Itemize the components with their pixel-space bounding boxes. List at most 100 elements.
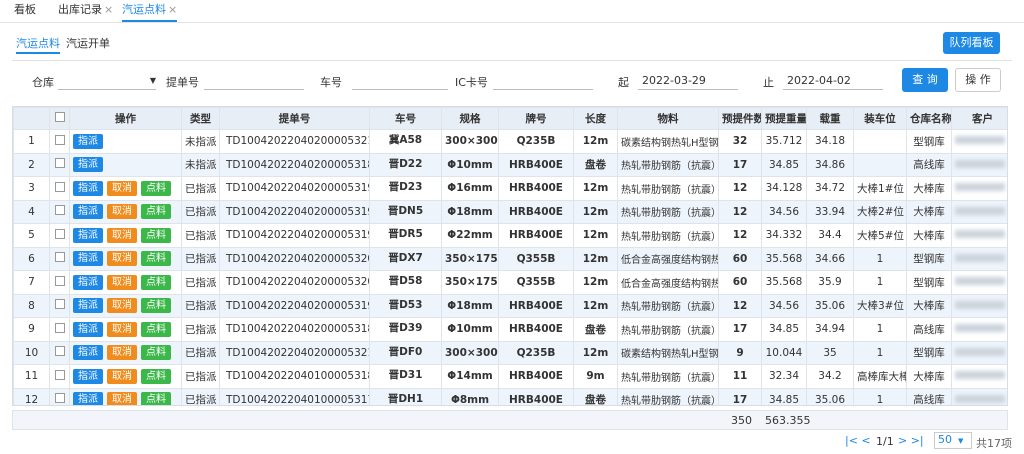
tab[interactable]: 出库记录 ×	[58, 3, 114, 16]
checkbox[interactable]	[54, 369, 65, 380]
cell-text: HRB400E	[509, 393, 563, 406]
queue-button[interactable]: 队列看板	[943, 32, 1000, 54]
action-button[interactable]: 取消	[107, 180, 137, 196]
action-button[interactable]: 指派	[73, 298, 103, 314]
checkbox[interactable]	[54, 252, 65, 263]
checkbox[interactable]	[54, 346, 65, 357]
table-cell: TD1004202204020000531878	[219, 317, 370, 342]
action-button[interactable]: 点料	[141, 368, 171, 384]
checkbox[interactable]	[54, 158, 65, 169]
action-button[interactable]: 点料	[141, 204, 171, 220]
cell-text: 未指派	[185, 159, 217, 172]
table-cell: 17	[718, 317, 762, 342]
pager-arrows[interactable]: |< <	[845, 434, 871, 447]
checkbox[interactable]	[54, 181, 65, 192]
tab[interactable]: 看板	[14, 3, 36, 16]
action-button[interactable]: 指派	[73, 345, 103, 361]
table-row: 12指派取消点料已指派TD1004202204010000531769晋DH1Φ…	[13, 387, 1007, 406]
action-button[interactable]: 点料	[141, 180, 171, 196]
table-cell: 热轧带肋钢筋（抗震）	[617, 199, 719, 224]
table-cell	[49, 293, 70, 318]
checkbox[interactable]	[54, 275, 65, 286]
action-button[interactable]: 取消	[107, 251, 137, 267]
search-button[interactable]: 查 询	[902, 68, 948, 92]
column-header: 操作	[69, 107, 182, 130]
page-indicator: 1/1	[876, 435, 894, 448]
table-cell: 热轧带肋钢筋（抗震）	[617, 223, 719, 248]
table-cell: 盘卷	[573, 387, 618, 405]
pager-arrows[interactable]: > >|	[898, 434, 924, 447]
card-input[interactable]	[493, 72, 593, 90]
subtab[interactable]: 汽运开单	[66, 37, 110, 50]
table-cell	[49, 223, 70, 248]
cell-text: 12m	[582, 276, 609, 289]
action-button[interactable]: 指派	[73, 274, 103, 290]
start-date[interactable]: 2022-03-29	[638, 72, 738, 90]
action-button[interactable]: 取消	[107, 227, 137, 243]
checkbox[interactable]	[54, 322, 65, 333]
cell-text: HRB400E	[509, 370, 563, 383]
action-button[interactable]: 指派	[73, 157, 103, 173]
action-button[interactable]: 指派	[73, 180, 103, 196]
action-button[interactable]: 指派	[73, 133, 103, 149]
checkbox[interactable]	[54, 299, 65, 310]
action-button[interactable]: 点料	[141, 321, 171, 337]
table-cell: TD1004202204020000531990	[219, 176, 370, 201]
operate-button[interactable]: 操 作	[955, 68, 1001, 92]
table-cell: 指派 取消 点料	[69, 176, 182, 201]
column-header	[13, 107, 50, 130]
column-header: 预提重量	[761, 107, 807, 130]
action-button[interactable]: 点料	[141, 251, 171, 267]
action-button[interactable]: 取消	[107, 274, 137, 290]
action-button[interactable]: 取消	[107, 298, 137, 314]
subtab[interactable]: 汽运点料	[16, 34, 60, 54]
action-button[interactable]: 指派	[73, 204, 103, 220]
table-cell: 6	[13, 246, 50, 271]
action-button[interactable]: 取消	[107, 368, 137, 384]
action-button[interactable]: 点料	[141, 298, 171, 314]
table-cell: 10.044	[761, 340, 807, 365]
action-button[interactable]: 点料	[141, 345, 171, 361]
table-cell: 35.06	[806, 293, 854, 318]
table-cell: 指派	[69, 152, 182, 177]
action-button[interactable]: 点料	[141, 274, 171, 290]
table-cell: 指派	[69, 129, 182, 154]
checkbox[interactable]	[54, 228, 65, 239]
cell-text: 晋DH1	[387, 392, 424, 405]
action-button[interactable]: 取消	[107, 345, 137, 361]
car-input[interactable]	[352, 72, 448, 90]
table-cell: 高棒库大棒	[853, 364, 907, 389]
action-button[interactable]: 指派	[73, 321, 103, 337]
action-button[interactable]: 取消	[107, 204, 137, 220]
action-button[interactable]: 指派	[73, 368, 103, 384]
cell-text: 已指派	[185, 276, 217, 289]
action-button[interactable]: 取消	[107, 321, 137, 337]
checkbox[interactable]	[54, 112, 65, 122]
table-cell: 7	[13, 270, 50, 295]
checkbox[interactable]	[54, 205, 65, 216]
cell-text: 34.4	[818, 229, 842, 242]
table-cell: 未指派	[181, 152, 220, 177]
cell-text: 冀A58	[388, 134, 423, 147]
action-button[interactable]: 点料	[141, 227, 171, 243]
action-button[interactable]: 点料	[141, 392, 171, 405]
bill-input[interactable]	[204, 72, 304, 90]
action-button[interactable]: 指派	[73, 227, 103, 243]
table-cell: 高线库	[906, 387, 952, 405]
end-date[interactable]: 2022-04-02	[783, 72, 883, 90]
checkbox[interactable]	[54, 134, 65, 145]
table-cell: 300×300	[441, 129, 499, 154]
page-size[interactable]: 50 ▼	[934, 432, 972, 449]
table-cell: 12m	[573, 246, 618, 271]
action-button[interactable]: 指派	[73, 392, 103, 405]
action-button[interactable]: 指派	[73, 251, 103, 267]
label: 提单号	[166, 76, 199, 89]
table-cell: 35.568	[761, 246, 807, 271]
checkbox[interactable]	[54, 393, 65, 404]
cell-text: 35.712	[765, 135, 803, 148]
table-cell: 指派 取消 点料	[69, 340, 182, 365]
warehouse-select[interactable]: ▼	[58, 72, 156, 90]
tab[interactable]: 汽运点料 ×	[122, 0, 178, 22]
action-button[interactable]: 取消	[107, 392, 137, 405]
